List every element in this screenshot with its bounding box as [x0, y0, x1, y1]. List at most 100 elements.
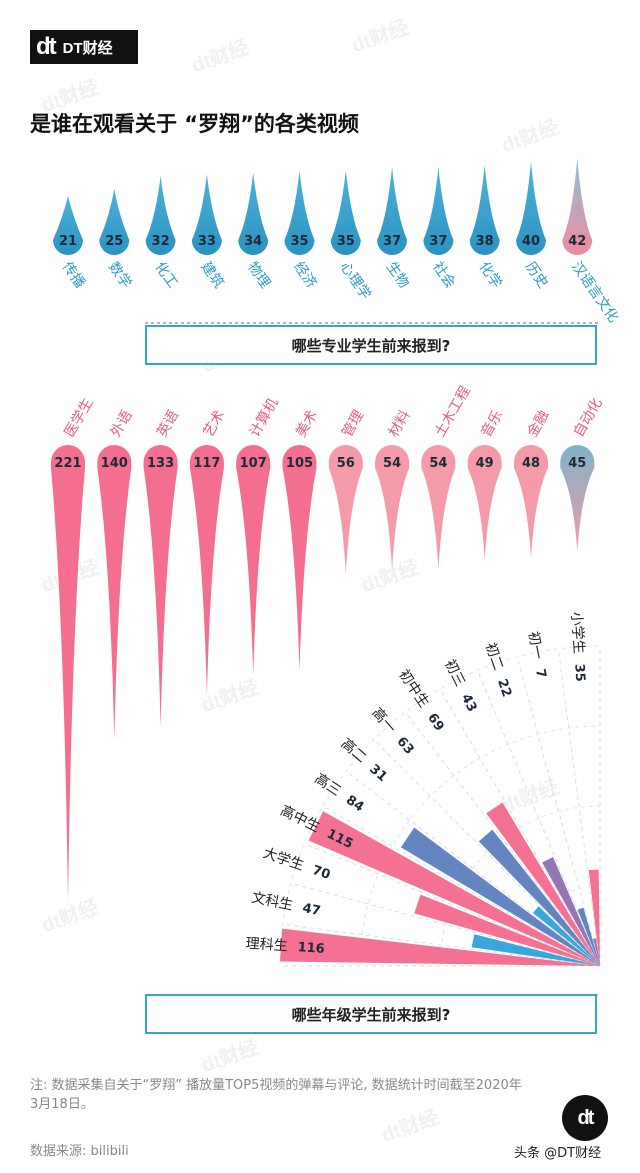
footnote: 注: 数据采集自关于“罗翔” 播放量TOP5视频的弹幕与评论, 数据统计时间截至…	[30, 1078, 522, 1112]
data-label: 7	[532, 668, 548, 680]
data-label: 22	[494, 677, 514, 699]
category-label: 文科生	[250, 890, 294, 914]
data-label: 21	[59, 234, 77, 249]
teardrop-bar	[284, 170, 315, 255]
category-label: 化工	[151, 259, 180, 291]
data-label: 38	[476, 234, 494, 249]
teardrop-bar	[53, 196, 83, 255]
teardrop-bar	[189, 445, 224, 695]
data-source: 数据来源: bilibili	[30, 1144, 129, 1159]
category-label: 物理	[244, 259, 273, 291]
data-label: 25	[105, 234, 123, 249]
data-label: 35	[290, 234, 308, 249]
teardrop-bar	[236, 445, 271, 676]
teardrop-bar	[377, 167, 408, 255]
data-label: 140	[101, 456, 128, 471]
radial-gridline	[557, 648, 601, 967]
brand-logo: dt DT财经	[30, 30, 138, 64]
round-logo: dt	[562, 1095, 608, 1141]
category-label: 金融	[525, 408, 553, 440]
fan-wedge	[478, 829, 600, 966]
data-label: 43	[458, 692, 479, 715]
data-label: 35	[337, 234, 355, 249]
category-label: 传播	[59, 259, 88, 291]
category-label: 医学生	[62, 396, 97, 440]
category-label: 高中生	[278, 802, 323, 836]
arc-gridline	[279, 645, 601, 967]
teardrop-bar	[51, 445, 85, 902]
teardrop-bar	[421, 445, 456, 570]
fan-wedge	[308, 811, 600, 966]
teardrop-bar	[99, 188, 130, 255]
category-label: 材料	[386, 408, 414, 440]
category-label: 社会	[429, 259, 458, 291]
arc-gridline	[439, 805, 601, 967]
category-label: 初一	[525, 630, 547, 661]
fan-wedge	[280, 928, 600, 966]
category-label: 高一	[368, 704, 399, 736]
grades-question: 哪些年级学生前来报到?	[145, 994, 597, 1034]
data-label: 69	[424, 711, 447, 734]
data-label: 31	[366, 762, 389, 785]
majors-question: 哪些专业学生前来报到?	[145, 325, 597, 365]
arc-gridline	[359, 725, 601, 967]
data-label: 48	[522, 456, 540, 471]
data-label: 37	[383, 234, 401, 249]
data-label: 84	[343, 793, 366, 816]
category-label: 初中生	[395, 666, 432, 710]
category-label: 艺术	[201, 408, 229, 440]
teardrop-bar	[143, 445, 178, 727]
teardrop-bar	[238, 172, 269, 256]
data-label: 45	[568, 456, 586, 471]
fan-wedge	[486, 802, 600, 966]
data-label: 47	[301, 901, 322, 919]
fan-wedge	[542, 857, 600, 966]
fan-wedge	[577, 907, 600, 966]
teardrop-bar	[97, 445, 132, 741]
category-label: 美术	[293, 408, 321, 440]
data-label: 70	[310, 863, 332, 883]
radial-gridline	[304, 843, 601, 967]
page-title: 是谁在观看关于 “罗翔”的各类视频	[30, 112, 359, 136]
data-label: 63	[393, 734, 416, 757]
author-credit: 头条 @DT财经	[514, 1146, 602, 1161]
fan-wedge	[532, 906, 600, 966]
category-label: 历史	[522, 259, 551, 291]
category-label: 管理	[339, 408, 367, 440]
data-label: 56	[337, 456, 355, 471]
data-label: 32	[152, 234, 170, 249]
teardrop-bar	[516, 161, 546, 255]
teardrop-bar	[467, 445, 502, 560]
teardrop-bar	[514, 445, 548, 558]
category-label: 经济	[290, 259, 319, 291]
fan-wedge	[400, 827, 600, 966]
teardrop-bar	[282, 445, 317, 672]
category-label: 土木工程	[432, 384, 474, 440]
data-label: 105	[286, 456, 313, 471]
category-label: 自动化	[571, 396, 606, 440]
data-label: 133	[147, 456, 174, 471]
data-label: 107	[240, 456, 267, 471]
category-label: 小学生	[568, 611, 587, 654]
data-label: 221	[54, 456, 81, 471]
data-label: 117	[193, 456, 220, 471]
data-label: 116	[297, 940, 325, 957]
category-label: 计算机	[247, 396, 282, 440]
category-label: 数学	[105, 259, 134, 291]
category-label: 高三	[311, 770, 344, 800]
radial-gridline	[282, 923, 601, 967]
category-label: 外语	[108, 408, 136, 440]
teardrop-bar	[469, 165, 500, 255]
category-label: 音乐	[477, 407, 506, 440]
logo-mark: dt	[36, 33, 57, 60]
fan-wedge	[593, 938, 600, 966]
category-label: 建筑	[198, 259, 227, 291]
data-label: 54	[383, 456, 401, 471]
radial-gridline	[373, 739, 601, 967]
radial-gridline	[404, 711, 601, 967]
teardrop-bar	[375, 445, 410, 570]
teardrop-bar	[191, 174, 222, 255]
logo-text: DT财经	[62, 39, 113, 57]
